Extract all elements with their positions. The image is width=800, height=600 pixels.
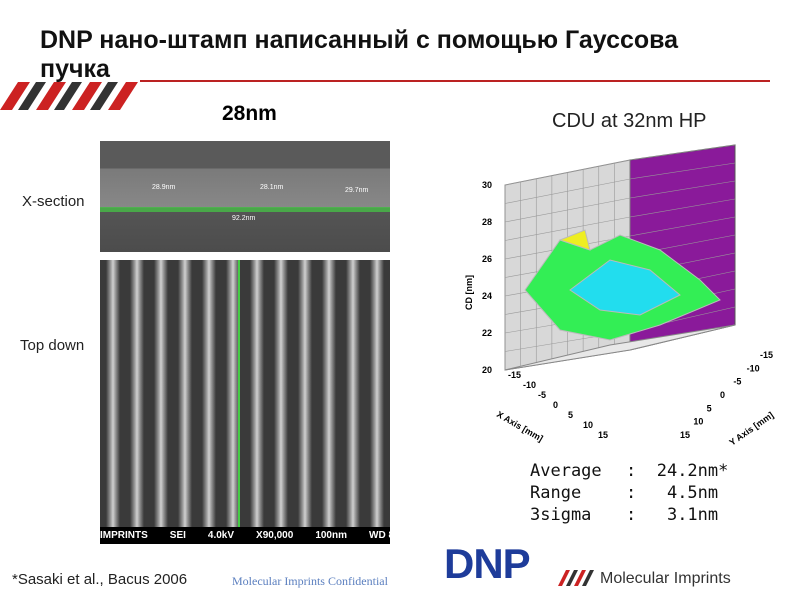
- y-tick-label: 0: [720, 390, 725, 400]
- sem-label: 4.0kV: [207, 530, 235, 541]
- z-tick-label: 20: [482, 365, 492, 375]
- y-tick-label: 15: [680, 430, 690, 440]
- y-tick-label: 10: [693, 417, 703, 427]
- grid-line: [629, 216, 736, 237]
- footnote: *Sasaki et al., Bacus 2006: [12, 571, 188, 588]
- stat-value: 4.5nm: [666, 483, 719, 503]
- z-tick-label: 28: [482, 217, 492, 227]
- measurement-line: [238, 260, 240, 528]
- x-tick-label: 5: [568, 410, 573, 420]
- topdown-sem-image: [100, 260, 390, 528]
- sem-label: X90,000: [256, 530, 294, 541]
- dnp-logo: DNP: [444, 540, 531, 587]
- x-tick-label: 15: [598, 430, 608, 440]
- stat-row: 3sigma: 3.1nm: [530, 505, 719, 525]
- stat-label: Average: [530, 461, 602, 481]
- grid-line: [629, 180, 736, 199]
- xsection-sem-image: 28.9nm 28.1nm 29.7nm 92.2nm: [100, 141, 390, 252]
- mi-logo-stripes: [558, 570, 594, 586]
- x-tick-label: -10: [523, 380, 536, 390]
- stat-label: Range: [530, 483, 582, 503]
- confidential-notice: Molecular Imprints Confidential: [232, 574, 388, 588]
- stat-label: 3sigma: [530, 505, 592, 525]
- x-axis-label: X Axis [mm]: [495, 409, 545, 444]
- feature-size-label: 28nm: [222, 102, 277, 125]
- measurement-line: [100, 207, 390, 212]
- measurement: 29.7nm: [345, 187, 369, 194]
- sem-label: SEI: [169, 530, 186, 541]
- y-tick-label: -15: [760, 350, 773, 360]
- statistics-block: Average: 24.2nm* Range: 4.5nm 3sigma: 3.…: [530, 460, 728, 526]
- x-tick-label: -15: [508, 370, 521, 380]
- slide-title: DNP нано-штамп написанный с помощью Гаус…: [40, 26, 679, 83]
- molecular-imprints-logo: Molecular Imprints: [600, 570, 731, 587]
- sem-info-bar: IMPRINTS SEI 4.0kV X90,000 100nm WD 8.5: [100, 527, 390, 544]
- z-tick-label: 22: [482, 328, 492, 338]
- stat-value: 3.1nm: [666, 505, 719, 525]
- measurement: 28.1nm: [260, 184, 284, 191]
- sem-label: WD 8.5: [369, 530, 390, 541]
- z-tick-label: 30: [482, 180, 492, 190]
- header-stripe-decoration: [0, 80, 770, 110]
- grid-line: [629, 162, 736, 180]
- stat-row: Range: 4.5nm: [530, 483, 719, 503]
- chart-title: CDU at 32nm HP: [552, 110, 707, 132]
- topdown-label: Top down: [20, 337, 85, 354]
- sem-label: 100nm: [315, 530, 347, 541]
- stat-row: Average: 24.2nm*: [530, 461, 729, 481]
- z-tick-label: 26: [482, 254, 492, 264]
- x-tick-label: -5: [538, 390, 546, 400]
- measurement: 92.2nm: [232, 215, 256, 222]
- sem-label: IMPRINTS: [100, 530, 148, 541]
- y-tick-label: 5: [707, 403, 712, 413]
- grid-line: [629, 144, 736, 161]
- y-tick-label: -10: [747, 363, 760, 373]
- stat-value: 24.2nm*: [656, 461, 729, 481]
- grid-line: [629, 198, 736, 218]
- z-tick-label: 24: [482, 291, 492, 301]
- surface: [558, 229, 591, 251]
- surface: [569, 259, 681, 316]
- measurement: 28.9nm: [152, 184, 176, 191]
- y-tick-label: -5: [733, 377, 741, 387]
- x-tick-label: 10: [583, 420, 593, 430]
- floor: [504, 324, 736, 371]
- x-tick-label: 0: [553, 400, 558, 410]
- y-axis-label: Y Axis [mm]: [727, 410, 775, 448]
- xsection-label: X-section: [22, 193, 85, 210]
- z-axis-label: CD [nm]: [464, 275, 474, 310]
